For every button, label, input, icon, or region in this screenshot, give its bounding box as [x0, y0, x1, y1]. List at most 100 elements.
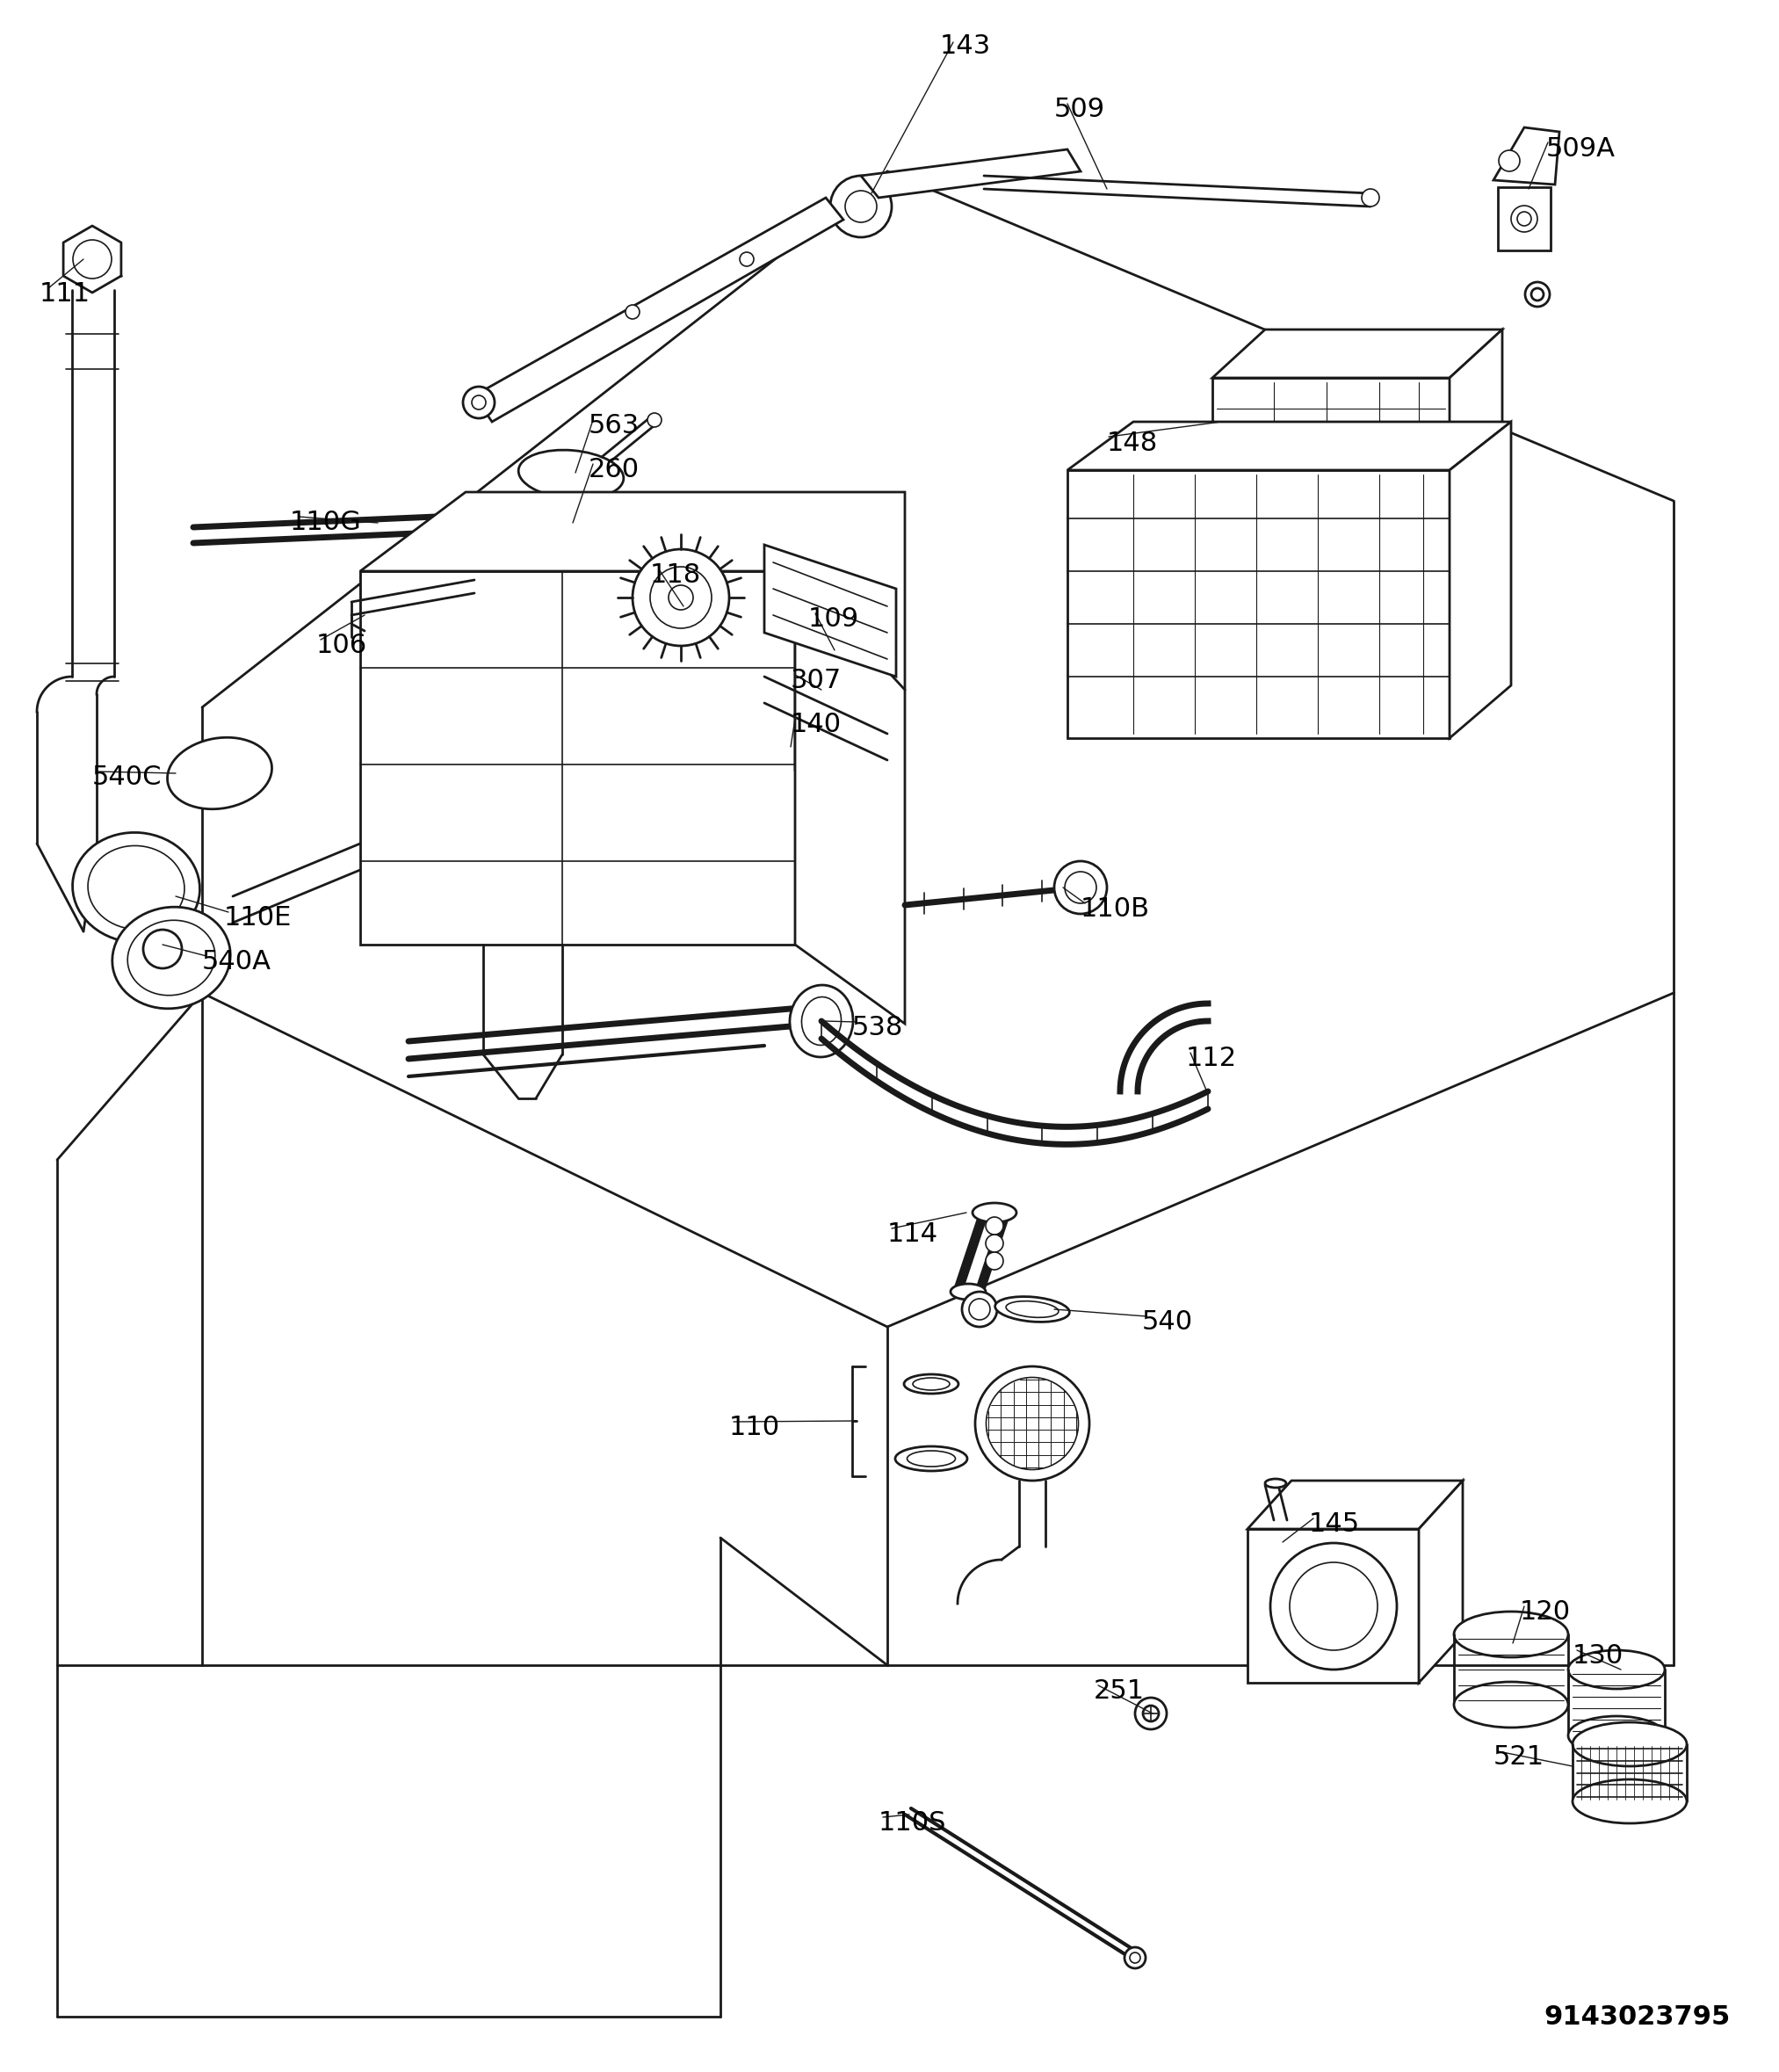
Text: 540C: 540C: [93, 765, 162, 789]
Circle shape: [831, 176, 891, 238]
Ellipse shape: [87, 845, 185, 928]
Text: 251: 251: [1094, 1678, 1146, 1703]
Circle shape: [1270, 1544, 1397, 1670]
Polygon shape: [765, 545, 897, 678]
Circle shape: [740, 253, 754, 265]
Polygon shape: [861, 149, 1080, 197]
Circle shape: [845, 191, 877, 222]
Ellipse shape: [1265, 1479, 1286, 1488]
Text: 110B: 110B: [1080, 897, 1149, 922]
Text: 148: 148: [1107, 431, 1158, 456]
Ellipse shape: [1453, 1612, 1567, 1658]
Ellipse shape: [913, 1378, 950, 1390]
Text: 9143023795: 9143023795: [1544, 2004, 1731, 2031]
Ellipse shape: [112, 908, 229, 1009]
Circle shape: [1290, 1562, 1377, 1649]
Circle shape: [986, 1235, 1003, 1251]
Ellipse shape: [167, 738, 272, 808]
Ellipse shape: [802, 997, 841, 1044]
Text: 112: 112: [1187, 1046, 1236, 1071]
Circle shape: [962, 1291, 996, 1326]
Circle shape: [1361, 189, 1379, 207]
Circle shape: [633, 549, 729, 646]
Circle shape: [986, 1251, 1003, 1270]
Text: 143: 143: [939, 33, 991, 58]
Ellipse shape: [994, 1297, 1069, 1322]
Polygon shape: [1211, 377, 1450, 533]
Text: 509A: 509A: [1546, 137, 1615, 162]
Circle shape: [1510, 205, 1537, 232]
Circle shape: [1135, 1697, 1167, 1730]
Polygon shape: [1450, 329, 1501, 533]
Text: 114: 114: [888, 1220, 938, 1247]
Ellipse shape: [518, 450, 624, 499]
Ellipse shape: [1567, 1649, 1665, 1689]
Text: 140: 140: [790, 713, 841, 738]
Polygon shape: [1498, 186, 1551, 251]
Circle shape: [986, 1216, 1003, 1235]
Ellipse shape: [904, 1374, 959, 1394]
Ellipse shape: [907, 1450, 955, 1467]
Circle shape: [1124, 1948, 1146, 1968]
Text: 307: 307: [790, 667, 841, 694]
Ellipse shape: [895, 1446, 968, 1471]
Text: 110E: 110E: [224, 905, 292, 930]
Ellipse shape: [790, 984, 854, 1057]
Circle shape: [970, 1299, 991, 1320]
Ellipse shape: [128, 920, 215, 995]
Text: 538: 538: [852, 1015, 904, 1040]
Circle shape: [648, 412, 662, 427]
Polygon shape: [1450, 423, 1510, 738]
Polygon shape: [1420, 1481, 1462, 1682]
Text: 130: 130: [1573, 1643, 1624, 1668]
Ellipse shape: [73, 833, 199, 943]
Circle shape: [669, 584, 694, 609]
Circle shape: [1142, 1705, 1158, 1722]
Ellipse shape: [1453, 1682, 1567, 1728]
Ellipse shape: [1573, 1780, 1686, 1823]
Text: 109: 109: [808, 607, 859, 632]
Text: 106: 106: [317, 632, 366, 659]
Circle shape: [1055, 862, 1107, 914]
Ellipse shape: [1005, 1301, 1059, 1318]
Circle shape: [1532, 288, 1544, 300]
Circle shape: [1525, 282, 1550, 307]
Polygon shape: [1067, 470, 1450, 738]
Circle shape: [649, 568, 712, 628]
Text: 118: 118: [649, 562, 701, 588]
Circle shape: [1498, 151, 1519, 172]
Text: 110S: 110S: [879, 1811, 946, 1836]
Polygon shape: [475, 197, 843, 423]
Text: 540A: 540A: [203, 949, 272, 974]
Text: 563: 563: [589, 412, 640, 439]
Circle shape: [142, 930, 181, 968]
Circle shape: [1066, 872, 1096, 903]
Polygon shape: [1247, 1529, 1420, 1682]
Circle shape: [562, 514, 580, 533]
Polygon shape: [359, 572, 795, 945]
Text: 260: 260: [589, 458, 640, 483]
Circle shape: [471, 396, 486, 410]
Circle shape: [463, 387, 495, 419]
Text: 120: 120: [1519, 1600, 1571, 1624]
Circle shape: [555, 508, 587, 539]
Polygon shape: [359, 491, 906, 769]
Polygon shape: [1247, 1481, 1462, 1529]
Ellipse shape: [1573, 1722, 1686, 1765]
Polygon shape: [795, 572, 906, 1024]
Circle shape: [1517, 211, 1532, 226]
Text: 145: 145: [1309, 1510, 1361, 1537]
Circle shape: [1130, 1952, 1140, 1962]
Circle shape: [626, 305, 640, 319]
Circle shape: [73, 240, 112, 278]
Polygon shape: [1211, 329, 1501, 377]
Polygon shape: [1067, 423, 1510, 470]
Ellipse shape: [975, 1365, 1089, 1481]
Text: 521: 521: [1494, 1745, 1544, 1769]
Ellipse shape: [950, 1285, 986, 1299]
Text: 540: 540: [1142, 1310, 1194, 1334]
Polygon shape: [1494, 126, 1560, 184]
Ellipse shape: [973, 1204, 1016, 1222]
Text: 110G: 110G: [290, 510, 361, 535]
Ellipse shape: [1567, 1716, 1665, 1755]
